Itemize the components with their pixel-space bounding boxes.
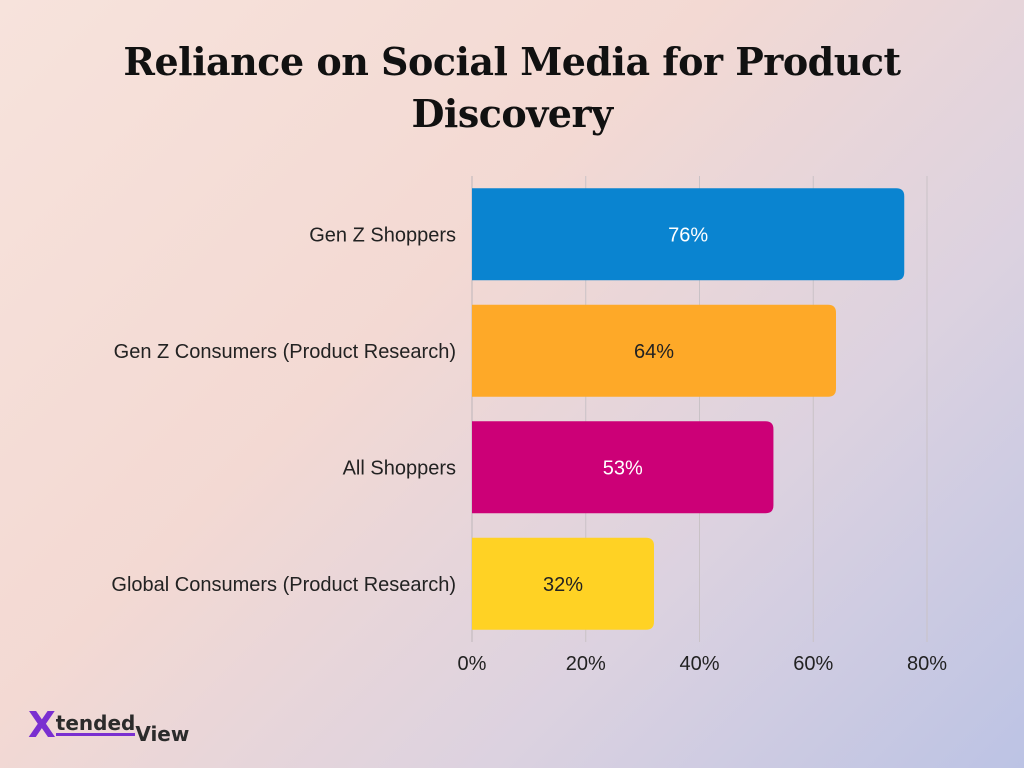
data-label: 64% xyxy=(634,341,674,363)
logo-x-mark: X xyxy=(28,705,56,746)
bar xyxy=(472,188,905,281)
chart-title: Reliance on Social Media for Product Dis… xyxy=(123,39,901,136)
logo-tended-text: tended xyxy=(55,711,136,736)
bar xyxy=(472,304,836,397)
x-tick-label: 80% xyxy=(907,653,947,675)
x-tick-label: 40% xyxy=(679,653,719,675)
category-label: All Shoppers xyxy=(343,457,456,479)
x-tick-label: 60% xyxy=(793,653,833,675)
bar xyxy=(472,537,654,630)
data-label: 76% xyxy=(668,224,708,246)
logo-view-text: View xyxy=(135,722,190,746)
brand-logo: X tended View xyxy=(28,704,190,746)
bar-chart: 76% Gen Z Shoppers 64% Gen Z Consumers (Pro… xyxy=(111,176,947,675)
data-label: 32% xyxy=(543,574,583,596)
data-label: 53% xyxy=(603,457,643,479)
category-label: Gen Z Shoppers xyxy=(309,224,456,246)
category-label: Gen Z Consumers (Product Research) xyxy=(114,341,456,363)
x-tick-label: 0% xyxy=(458,653,487,675)
x-tick-label: 20% xyxy=(566,653,606,675)
bar xyxy=(472,421,774,514)
category-label: Global Consumers (Product Research) xyxy=(111,574,456,596)
